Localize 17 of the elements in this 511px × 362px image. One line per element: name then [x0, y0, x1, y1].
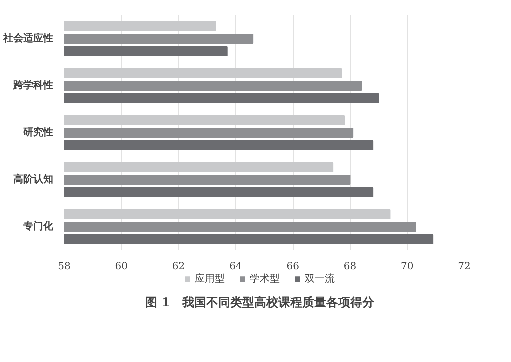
x-tick-label: 62: [172, 262, 186, 272]
x-tick-label: 72: [458, 262, 471, 272]
x-tick-label: 68: [344, 262, 357, 272]
y-tick-label: 高阶认知: [14, 174, 54, 186]
legend-label: 学术型: [250, 272, 280, 286]
x-tick-label: 58: [58, 262, 71, 272]
text: 图 1 我国不同类型高校课程质量各项得分: [146, 296, 376, 310]
legend-label: 应用型: [195, 272, 225, 286]
legend-label: 双一流: [305, 272, 335, 286]
x-tick-label: 60: [115, 262, 128, 272]
y-tick-label: 研究性: [22, 126, 54, 138]
y-tick-label: 专门化: [22, 220, 54, 232]
x-tick-label: 64: [230, 262, 242, 272]
x-tick-label: 70: [400, 262, 414, 272]
x-tick-label: 66: [286, 262, 300, 272]
y-tick-label: 社会适应性: [2, 32, 54, 44]
y-tick-label: 跨学科性: [12, 80, 54, 92]
